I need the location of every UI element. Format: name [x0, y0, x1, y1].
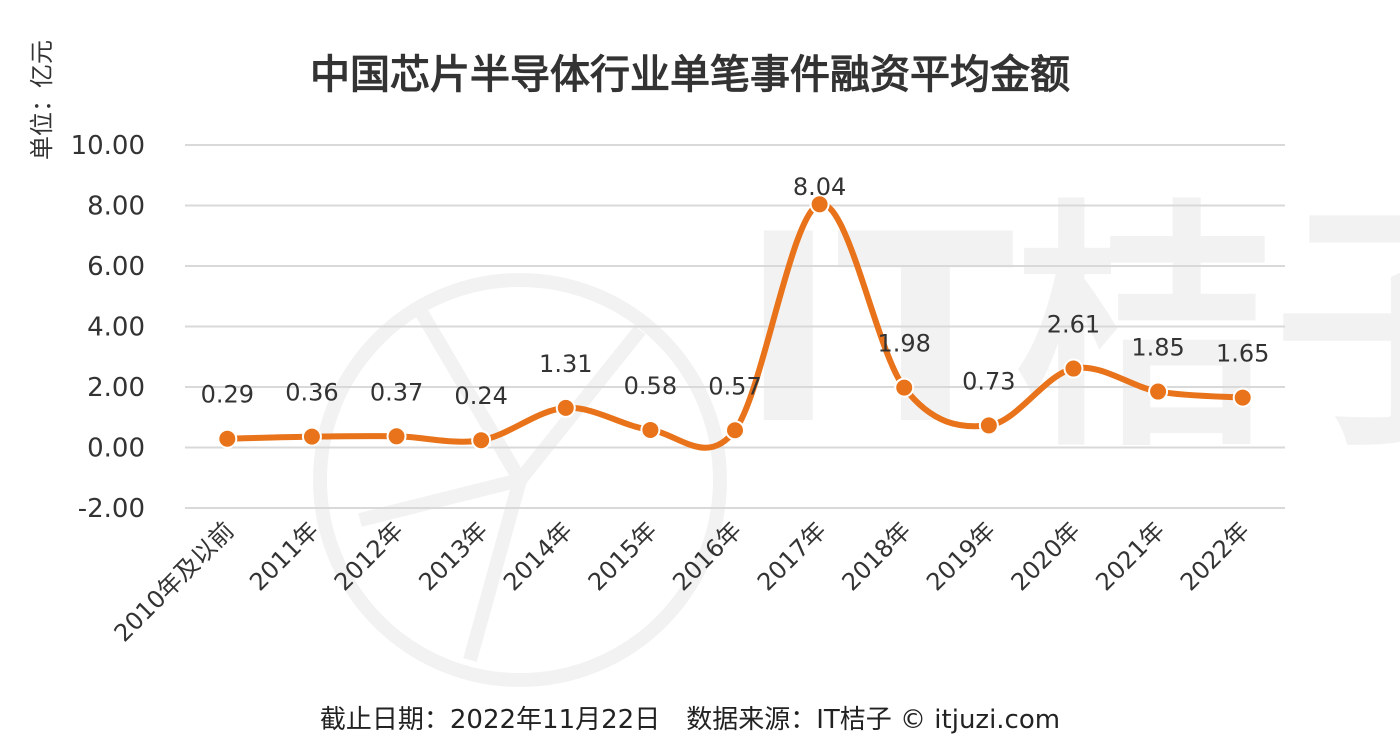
data-label: 0.37: [370, 378, 423, 406]
data-label: 0.73: [962, 367, 1015, 395]
x-tick-label: 2018年: [837, 516, 917, 596]
x-tick-label: 2015年: [583, 516, 663, 596]
chart-footer: 截止日期：2022年11月22日 数据来源：IT桔子 © itjuzi.com: [320, 705, 1060, 735]
data-point: [1148, 381, 1169, 402]
x-tick-label: 2017年: [752, 516, 832, 596]
data-point: [640, 419, 661, 440]
data-label: 1.65: [1216, 340, 1269, 368]
y-tick-label: -2.00: [78, 494, 145, 524]
data-label: 1.85: [1131, 334, 1184, 362]
y-tick-label: 8.00: [87, 192, 145, 222]
x-tick-label: 2020年: [1006, 516, 1086, 596]
data-point: [894, 377, 915, 398]
data-label: 0.58: [624, 372, 677, 400]
x-tick-label: 2013年: [413, 516, 493, 596]
data-label: 0.36: [285, 379, 338, 407]
y-tick-label: 0.00: [87, 434, 145, 464]
data-point: [978, 415, 999, 436]
x-axis: 2010年及以前 2011年 2012年 2013年 2014年 2015年 2016年 20…: [109, 516, 1255, 647]
data-label: 2.61: [1047, 311, 1100, 339]
data-point: [386, 426, 407, 447]
y-tick-label: 2.00: [87, 373, 145, 403]
data-point: [555, 397, 576, 418]
data-label: 8.04: [793, 173, 846, 201]
grid-layer: [185, 144, 1285, 509]
y-tick-label: 10.00: [71, 131, 145, 161]
chart-title: 中国芯片半导体行业单笔事件融资平均金额: [310, 52, 1070, 98]
y-axis: 10.00 8.00 6.00 4.00 2.00 0.00 -2.00: [71, 131, 145, 524]
watermark-logo: IT桔子: [313, 180, 1400, 687]
data-points: [217, 194, 1253, 451]
data-point: [809, 194, 830, 215]
data-point: [301, 426, 322, 447]
data-point: [217, 428, 238, 449]
x-tick-label: 2011年: [244, 516, 324, 596]
data-label: 0.29: [201, 381, 254, 409]
data-labels: 0.29 0.36 0.37 0.24 1.31 0.58 0.57 8.04 1.98 0.73…: [201, 173, 1270, 410]
data-point: [471, 430, 492, 451]
watermark-text: IT桔子: [740, 180, 1400, 482]
x-tick-label: 2021年: [1090, 516, 1170, 596]
data-point: [1232, 387, 1253, 408]
y-tick-label: 4.00: [87, 313, 145, 343]
x-tick-label: 2022年: [1175, 516, 1255, 596]
data-point: [725, 420, 745, 441]
x-tick-label: 2019年: [921, 516, 1001, 596]
y-axis-unit-label: 单位：亿元: [28, 40, 56, 160]
data-label: 0.24: [454, 382, 507, 410]
data-label: 1.98: [878, 330, 931, 358]
data-label: 0.57: [708, 372, 761, 400]
x-tick-label: 2010年及以前: [109, 516, 240, 647]
series-line: [224, 201, 1246, 451]
data-label: 1.31: [539, 350, 592, 378]
data-point: [1063, 358, 1084, 379]
y-tick-label: 6.00: [87, 252, 145, 282]
